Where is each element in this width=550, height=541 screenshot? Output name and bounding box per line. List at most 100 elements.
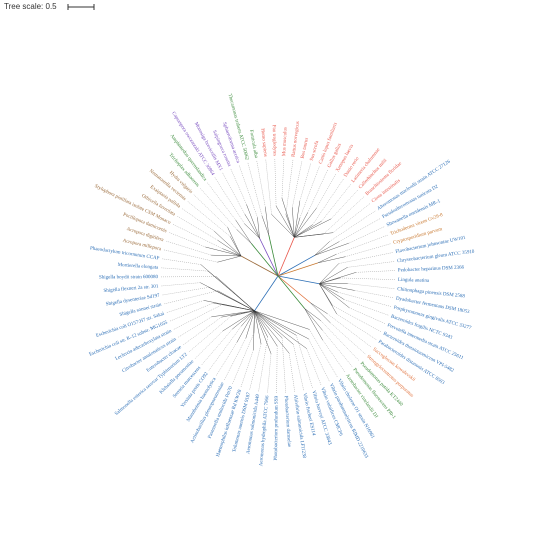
leader-line: [347, 261, 395, 268]
branch: [254, 310, 310, 330]
leader-line: [258, 337, 268, 392]
leader-line: [162, 258, 201, 265]
leader-line: [347, 283, 395, 289]
branch: [259, 238, 279, 277]
branch: [236, 310, 255, 343]
leader-line: [281, 159, 285, 199]
branch: [277, 255, 315, 277]
branch: [285, 214, 295, 238]
branch: [277, 275, 311, 304]
branch: [294, 217, 301, 238]
leader-line: [208, 325, 242, 371]
leader-line: [232, 333, 255, 384]
leaf-label: Aeromonas hydrophila ATCC 7966: [259, 395, 270, 467]
branch: [304, 308, 323, 331]
branch: [277, 275, 320, 285]
leader-line: [166, 240, 212, 256]
leaf-label: Lingula anatina: [398, 278, 430, 284]
leader-line: [207, 182, 236, 221]
leader-line: [316, 174, 336, 209]
branch: [277, 275, 305, 309]
branch: [254, 310, 294, 345]
leaf-label: Bos taurus: [301, 137, 310, 159]
branch: [244, 214, 260, 239]
leader-line: [276, 345, 278, 393]
leader-line: [163, 249, 218, 263]
branch: [254, 310, 278, 347]
branch: [230, 236, 242, 257]
branch: [245, 310, 255, 339]
branch: [277, 237, 295, 277]
branch: [254, 310, 297, 336]
leader-line: [289, 353, 295, 392]
leader-line: [182, 208, 215, 232]
branch: [251, 243, 279, 277]
leader-line: [240, 349, 254, 388]
branch: [319, 283, 345, 300]
leaf-label: Fonticula alba: [248, 130, 258, 160]
branch: [265, 207, 269, 236]
leader-line: [320, 320, 360, 361]
branch: [268, 234, 279, 277]
branch: [319, 283, 337, 315]
leader-line: [249, 343, 262, 390]
branch: [294, 212, 308, 238]
leader-line: [161, 282, 201, 287]
leader-line: [309, 329, 338, 377]
branch: [221, 310, 255, 318]
leader-line: [256, 160, 266, 208]
leaf-label: Homo sapiens: [259, 128, 267, 157]
branch: [254, 310, 268, 338]
leader-line: [285, 159, 294, 215]
leader-line: [169, 232, 206, 248]
branch: [261, 216, 269, 236]
leader-line: [267, 353, 272, 393]
branch: [319, 283, 355, 291]
branch: [310, 302, 328, 314]
branch: [203, 300, 255, 312]
branch: [205, 246, 242, 257]
branch: [222, 310, 255, 332]
leader-line: [281, 337, 286, 393]
branch: [310, 302, 331, 323]
leader-line: [332, 203, 371, 233]
leader-line: [338, 218, 381, 242]
branch: [254, 310, 272, 354]
branch: [200, 282, 255, 311]
branch: [294, 201, 300, 238]
leader-line: [354, 290, 394, 298]
leader-line: [164, 290, 218, 305]
leader-line: [214, 177, 245, 224]
leader-line: [348, 226, 385, 244]
branch: [281, 198, 295, 238]
branch: [227, 227, 242, 257]
leader-line: [178, 316, 212, 338]
leader-line: [183, 317, 222, 345]
leader-line: [166, 300, 204, 313]
branch: [244, 223, 260, 239]
leader-line: [339, 277, 395, 280]
branch: [241, 310, 255, 327]
leaf-label: Pan troglodytes: [271, 125, 277, 156]
branch: [319, 283, 350, 308]
branch: [294, 232, 334, 238]
leader-line: [355, 270, 395, 273]
branch: [319, 283, 338, 293]
branch: [254, 310, 283, 339]
leader-line: [338, 252, 393, 264]
leaf-label: Mortierella elongata: [117, 263, 159, 271]
leader-line: [274, 159, 277, 207]
leader-line: [322, 330, 353, 367]
leader-line: [195, 330, 223, 359]
branch: [253, 310, 255, 334]
leader-line: [330, 190, 358, 219]
leader-line: [216, 342, 238, 376]
branch: [254, 310, 262, 344]
branch: [254, 310, 290, 354]
leaf-label: Sus scrofa: [310, 140, 321, 162]
leaf-label: Rattus norvegicus: [291, 121, 301, 157]
leader-line: [200, 188, 237, 230]
leaf-label: Salmonella enterica serovar Typhimurium …: [114, 352, 189, 417]
branch: [314, 241, 340, 256]
